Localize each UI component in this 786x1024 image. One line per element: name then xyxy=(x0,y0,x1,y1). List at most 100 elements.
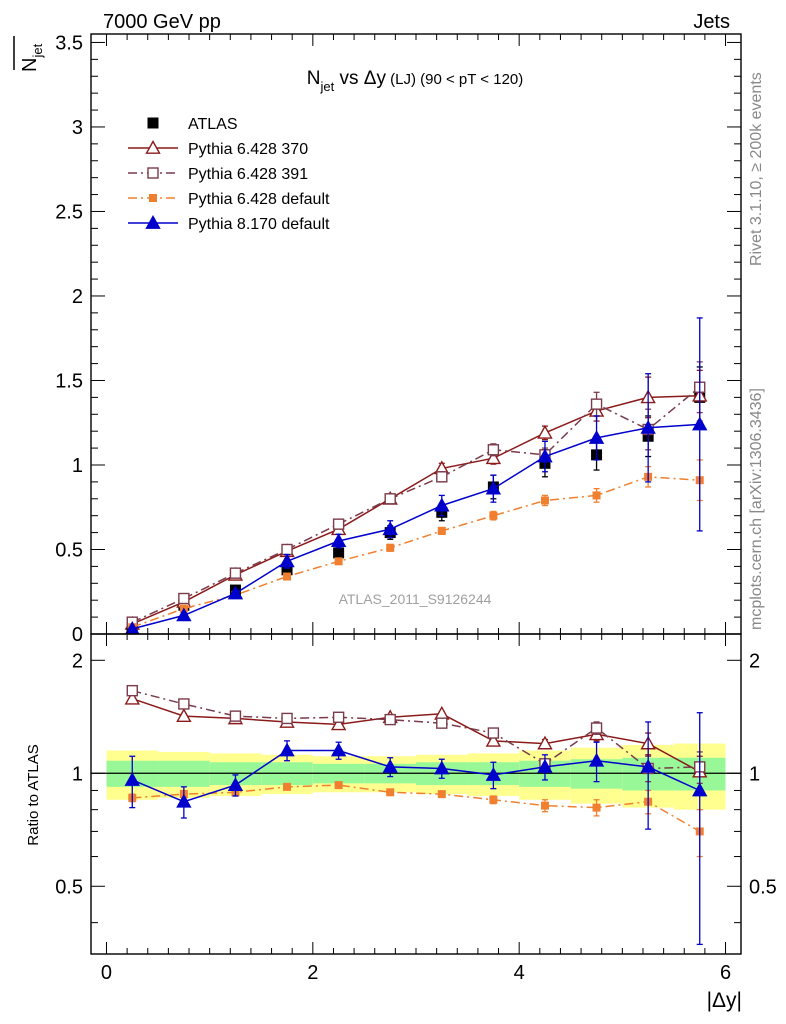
watermark: ATLAS_2011_S9126244 xyxy=(339,591,492,607)
legend-marker xyxy=(147,117,159,129)
ratio-y-tick-label-right: 2 xyxy=(749,650,760,672)
main-plot-area xyxy=(124,317,708,634)
ratio-data-point xyxy=(489,795,498,804)
main-data-point xyxy=(125,620,140,634)
ratio-data-point xyxy=(330,716,347,731)
legend: ATLAS Pythia 6.428 370 Pythia 6.428 391 Pyt… xyxy=(128,116,330,233)
y-tick-label: 1 xyxy=(72,455,83,477)
ratio-y-tick-label-right: 0.5 xyxy=(749,876,777,898)
ratio-data-point xyxy=(540,801,549,810)
x-tick-label: 0 xyxy=(101,962,112,984)
ratio-data-point xyxy=(283,782,292,791)
main-data-point xyxy=(540,496,549,505)
y-tick-label: 1.5 xyxy=(55,370,83,392)
legend-marker xyxy=(147,167,159,179)
ratio-data-point xyxy=(640,758,656,773)
ratio-data-point xyxy=(382,758,398,773)
main-data-point xyxy=(332,518,345,530)
ratio-series-3 xyxy=(124,712,708,946)
ratio-data-point xyxy=(227,777,244,792)
ratio-data-point xyxy=(126,684,138,697)
ratio-data-point xyxy=(537,758,553,773)
y-tick-label: 0 xyxy=(72,624,83,646)
main-data-point xyxy=(330,533,347,547)
ratio-data-point xyxy=(590,722,603,734)
main-data-point xyxy=(229,567,242,579)
ratio-data-point xyxy=(279,742,295,757)
main-data-point xyxy=(485,450,502,465)
main-data-point xyxy=(334,557,343,566)
legend-marker xyxy=(145,140,161,154)
ratio-data-point xyxy=(124,690,140,705)
ratio-data-point xyxy=(229,710,242,722)
ratio-y-tick-label: 1 xyxy=(72,763,83,785)
main-data-point xyxy=(382,521,398,536)
main-title: Njet vs Δy (LJ) (90 < pT < 120) xyxy=(307,68,524,94)
main-series-4 xyxy=(125,317,708,634)
mcplots-label: mcplots.cern.ch [arXiv:1306.3436] xyxy=(748,388,765,630)
ratio-data-point xyxy=(176,793,192,808)
main-data-point xyxy=(384,493,396,505)
legend-marker xyxy=(145,215,161,229)
x-tick-label: 4 xyxy=(514,962,525,984)
main-data-point xyxy=(590,398,603,410)
ratio-data-point xyxy=(692,782,708,797)
main-data-point xyxy=(281,543,293,556)
rivet-label: Rivet 3.1.10, ≥ 200k events xyxy=(748,72,765,266)
main-data-point xyxy=(592,491,601,500)
main-data-point xyxy=(588,430,605,444)
ratio-y-tick-label-right: 1 xyxy=(749,763,760,785)
ratio-data-point xyxy=(437,790,446,799)
x-tick-label: 2 xyxy=(307,962,318,984)
legend-marker xyxy=(149,194,157,202)
main-data-point xyxy=(283,572,292,581)
ratio-data-point xyxy=(436,717,448,729)
ratio-data-point xyxy=(485,766,502,781)
ratio-data-point xyxy=(334,781,343,790)
ratio-y-tick-label: 0.5 xyxy=(55,876,83,898)
main-data-point xyxy=(281,564,293,576)
main-data-point xyxy=(537,448,553,463)
y-tick-label: 3 xyxy=(72,117,83,139)
legend-entry-2: Pythia 6.428 391 xyxy=(128,166,308,183)
ratio-data-point xyxy=(588,752,605,767)
ratio-y-tick-label: 2 xyxy=(72,650,83,672)
legend-entry-3: Pythia 6.428 default xyxy=(128,191,330,208)
main-series-line xyxy=(131,386,701,623)
legend-entry-0: ATLAS xyxy=(147,116,238,133)
legend-label: Pythia 6.428 391 xyxy=(188,166,308,183)
y-tick-label: 2.5 xyxy=(55,201,83,223)
ratio-data-point xyxy=(592,803,601,812)
header-left: 7000 GeV pp xyxy=(103,11,221,33)
ratio-ylabel: Ratio to ATLAS xyxy=(25,744,42,845)
main-data-point xyxy=(279,553,295,568)
main-series-2 xyxy=(126,361,706,628)
ratio-data-point xyxy=(176,708,192,723)
main-data-point xyxy=(487,444,500,456)
axes: 0 2 4 6 0 0.5 1 1.5 2 2.5 3 3.5 0.5 0.5 1 1 2 2 xyxy=(55,32,777,984)
x-tick-label: 6 xyxy=(720,962,731,984)
y-tick-label: 0.5 xyxy=(55,539,83,561)
main-data-point xyxy=(434,497,450,512)
main-data-point xyxy=(178,592,190,605)
main-series-line xyxy=(132,423,700,630)
legend-entry-4: Pythia 8.170 default xyxy=(128,215,330,233)
main-data-point xyxy=(176,607,192,622)
ratio-series-line xyxy=(132,689,700,770)
main-data-point xyxy=(489,511,498,520)
header-right: Jets xyxy=(693,11,730,33)
ratio-data-point xyxy=(178,698,190,710)
ratio-data-point xyxy=(384,713,396,726)
legend-label: Pythia 6.428 370 xyxy=(188,141,308,158)
ratio-plot-area xyxy=(124,684,708,946)
main-series-line xyxy=(132,394,700,625)
ratio-data-point xyxy=(281,712,293,725)
main-data-point xyxy=(437,526,446,535)
svg-text:Njet: Njet xyxy=(19,43,45,72)
main-data-point xyxy=(436,471,448,483)
ratio-data-point xyxy=(386,788,395,797)
legend-label: Pythia 6.428 default xyxy=(188,191,330,208)
y-tick-label: 2 xyxy=(72,286,83,308)
ratio-data-point xyxy=(434,760,450,775)
